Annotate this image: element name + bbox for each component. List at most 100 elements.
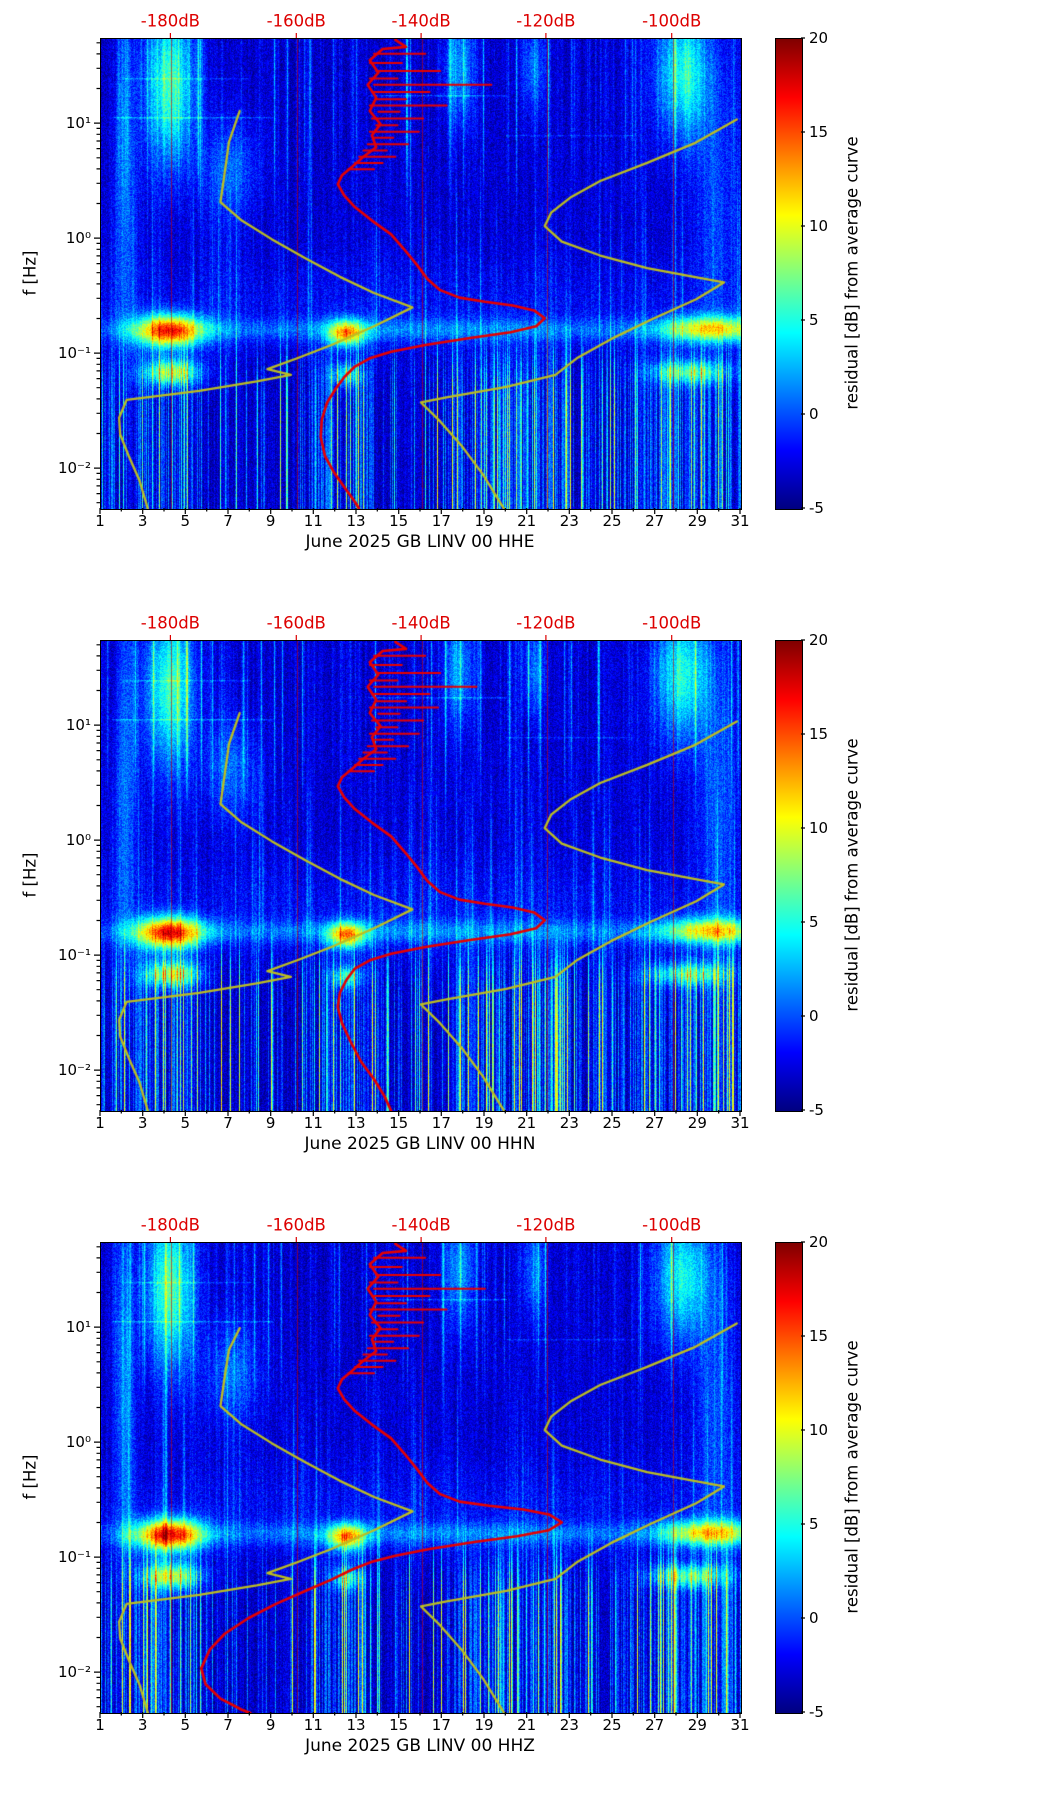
colorbar-label: residual [dB] from average curve: [842, 136, 862, 410]
y-tick-label: 10⁰: [65, 229, 91, 248]
x-tick-label: 3: [137, 512, 148, 530]
x-tick-label: 5: [180, 512, 191, 530]
x-tick-label: 23: [559, 512, 579, 530]
db-axis-label: -160dB: [266, 1215, 326, 1235]
y-tick-label: 10¹: [65, 716, 91, 735]
x-tick-label: 27: [645, 1114, 665, 1132]
colorbar-tick-label: 20: [809, 29, 829, 47]
x-tick-label: 1: [95, 1716, 105, 1734]
db-axis-label: -140dB: [391, 613, 451, 633]
y-tick-label: 10⁰: [65, 831, 91, 850]
colorbar-tick-label: 10: [809, 217, 829, 235]
colorbar-tick-label: -5: [809, 1101, 824, 1119]
db-axis-label: -140dB: [391, 1215, 451, 1235]
x-tick-label: 1: [95, 1114, 105, 1132]
colorbar-gradient: [775, 38, 803, 510]
x-tick-label: 11: [303, 512, 323, 530]
x-tick-label: 19: [474, 1716, 494, 1734]
x-tick-label: 15: [389, 1114, 409, 1132]
colorbar-gradient: [775, 640, 803, 1112]
y-tick-label: 10⁻²: [57, 1663, 91, 1682]
x-tick-label: 11: [303, 1716, 323, 1734]
x-tick-label: 1: [95, 512, 105, 530]
x-tick-label: 25: [602, 1114, 622, 1132]
x-tick-label: 13: [346, 1114, 366, 1132]
y-tick-label: 10⁻¹: [57, 946, 91, 965]
db-axis-label: -180dB: [140, 613, 201, 633]
x-tick-label: 17: [431, 1114, 451, 1132]
x-tick-label: 7: [223, 512, 233, 530]
x-tick-label: 9: [265, 512, 276, 530]
colorbar-tick-label: -5: [809, 1703, 824, 1721]
db-axis-label: -160dB: [266, 613, 326, 633]
spectrogram-canvas: [100, 38, 742, 510]
x-tick-label: 3: [137, 1114, 148, 1132]
x-tick-label: 9: [265, 1114, 276, 1132]
y-axis-label: f [Hz]: [20, 1454, 40, 1500]
x-tick-label: 23: [559, 1716, 579, 1734]
x-tick-label: 31: [730, 512, 750, 530]
colorbar-gradient: [775, 1242, 803, 1714]
colorbar-tick-label: 0: [809, 405, 819, 423]
colorbar-tick-label: -5: [809, 499, 824, 517]
x-tick-label: 11: [303, 1114, 323, 1132]
x-tick-label: 7: [223, 1716, 233, 1734]
x-tick-label: 17: [431, 1716, 451, 1734]
x-tick-label: 5: [180, 1716, 191, 1734]
colorbar-tick-label: 10: [809, 1421, 829, 1439]
db-axis-label: -100dB: [642, 1215, 702, 1235]
x-tick-label: 5: [180, 1114, 191, 1132]
db-axis-label: -140dB: [391, 11, 451, 31]
x-tick-label: 29: [687, 512, 707, 530]
x-tick-label: 15: [389, 512, 409, 530]
colorbar-tick-label: 15: [809, 1327, 829, 1345]
spectrogram-canvas: [100, 1242, 742, 1714]
y-tick-label: 10⁻²: [57, 1061, 91, 1080]
colorbar-tick-label: 15: [809, 123, 829, 141]
colorbar-tick-label: 0: [809, 1609, 819, 1627]
x-tick-label: 31: [730, 1716, 750, 1734]
x-tick-label: 9: [265, 1716, 276, 1734]
x-axis-title: June 2025 GB LINV 00 HHZ: [305, 1736, 535, 1756]
x-tick-label: 13: [346, 512, 366, 530]
colorbar-tick-label: 15: [809, 725, 829, 743]
x-tick-label: 21: [517, 1716, 537, 1734]
x-tick-label: 27: [645, 512, 665, 530]
spectrogram-panel-hhz: f [Hz] residual [dB] from average curve …: [0, 1204, 1052, 1806]
spectrogram-canvas: [100, 640, 742, 1112]
x-tick-label: 25: [602, 1716, 622, 1734]
x-tick-label: 25: [602, 512, 622, 530]
y-tick-label: 10⁻¹: [57, 1548, 91, 1567]
y-axis-label: f [Hz]: [20, 852, 40, 898]
db-axis-label: -120dB: [516, 613, 576, 633]
x-axis-title: June 2025 GB LINV 00 HHN: [304, 1134, 536, 1154]
db-axis-label: -100dB: [642, 613, 702, 633]
x-tick-label: 19: [474, 512, 494, 530]
x-tick-label: 31: [730, 1114, 750, 1132]
db-axis-label: -120dB: [516, 11, 576, 31]
db-axis-label: -180dB: [140, 11, 201, 31]
x-tick-label: 3: [137, 1716, 148, 1734]
x-tick-label: 7: [223, 1114, 233, 1132]
colorbar-tick-label: 0: [809, 1007, 819, 1025]
x-tick-label: 29: [687, 1716, 707, 1734]
colorbar-label: residual [dB] from average curve: [842, 1340, 862, 1614]
colorbar-tick-label: 10: [809, 819, 829, 837]
x-tick-label: 23: [559, 1114, 579, 1132]
x-tick-label: 21: [517, 512, 537, 530]
x-tick-label: 21: [517, 1114, 537, 1132]
db-axis-label: -100dB: [642, 11, 702, 31]
spectrogram-panel-hhe: f [Hz] residual [dB] from average curve …: [0, 0, 1052, 602]
y-axis-label: f [Hz]: [20, 250, 40, 296]
db-axis-label: -180dB: [140, 1215, 201, 1235]
colorbar-tick-label: 20: [809, 1233, 829, 1251]
y-tick-label: 10⁻²: [57, 459, 91, 478]
db-axis-label: -160dB: [266, 11, 326, 31]
x-tick-label: 19: [474, 1114, 494, 1132]
spectrogram-panel-hhn: f [Hz] residual [dB] from average curve …: [0, 602, 1052, 1204]
y-tick-label: 10⁰: [65, 1433, 91, 1452]
colorbar-tick-label: 5: [809, 913, 819, 931]
y-tick-label: 10¹: [65, 114, 91, 133]
x-tick-label: 13: [346, 1716, 366, 1734]
